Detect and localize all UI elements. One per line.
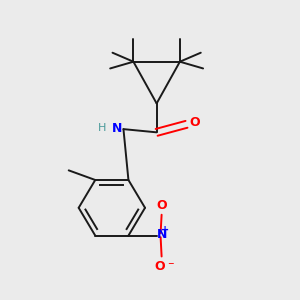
Text: O: O bbox=[190, 116, 200, 129]
Text: N: N bbox=[111, 122, 122, 135]
Text: ⁻: ⁻ bbox=[168, 260, 174, 273]
Text: +: + bbox=[161, 226, 169, 236]
Text: O: O bbox=[156, 199, 167, 212]
Text: N: N bbox=[157, 229, 168, 242]
Text: H: H bbox=[98, 124, 106, 134]
Text: O: O bbox=[154, 260, 165, 273]
